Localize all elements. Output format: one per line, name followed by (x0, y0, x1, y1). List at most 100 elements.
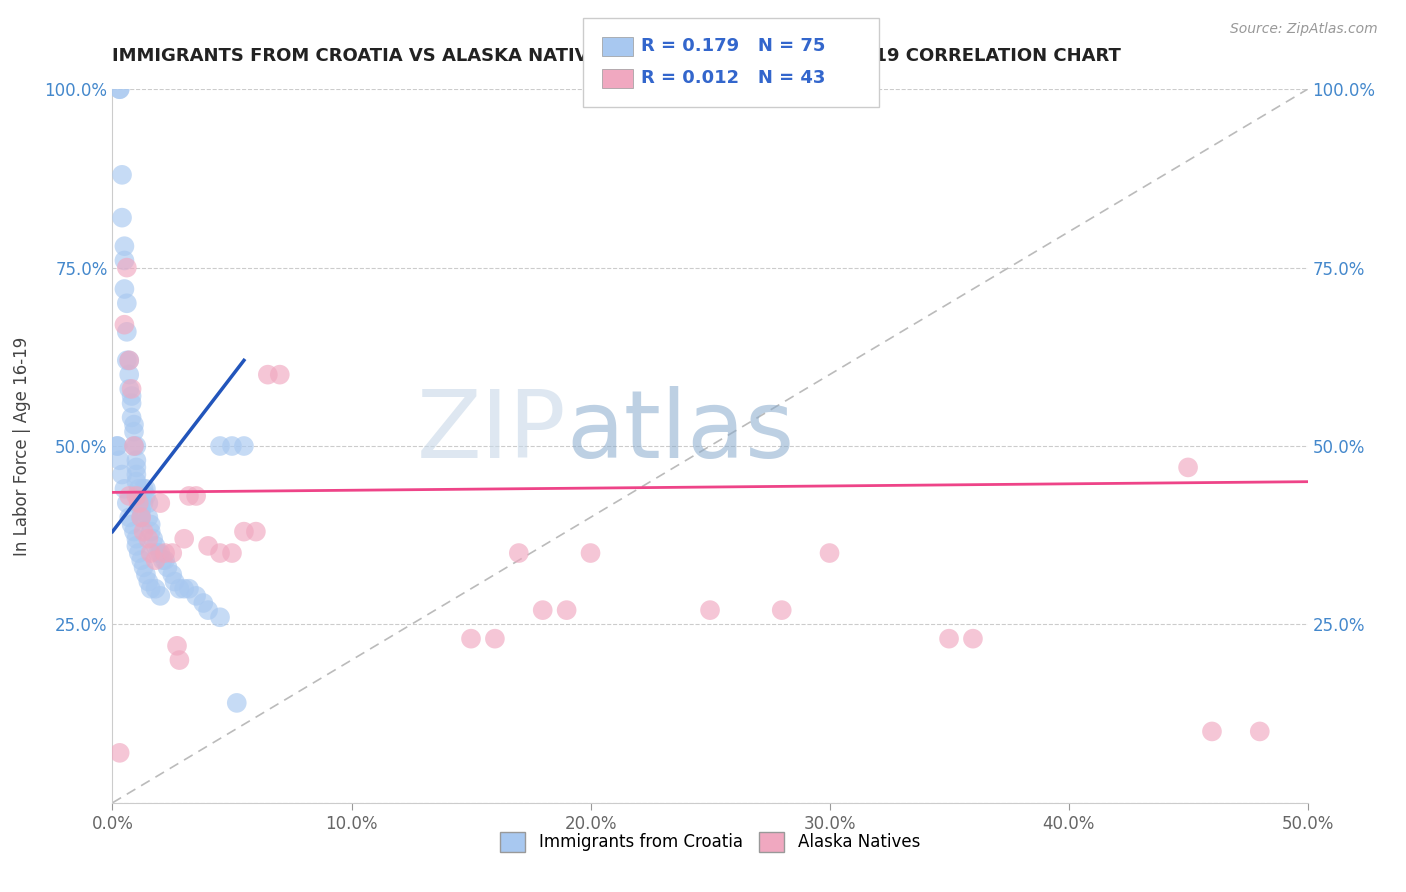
Point (118, 353, 141, 368)
Point (460, 632, 482, 646)
Point (118, 382, 141, 396)
Point (169, 653, 191, 667)
Point (118, 368, 141, 382)
Point (221, 546, 243, 560)
Point (132, 560, 155, 574)
Point (139, 524, 162, 539)
Point (138, 510, 160, 524)
Point (105, 439, 128, 453)
Point (138, 532, 160, 546)
Point (221, 439, 243, 453)
Point (122, 425, 145, 439)
Point (1201, 724, 1223, 739)
Point (118, 489, 141, 503)
Point (193, 596, 215, 610)
Point (122, 439, 145, 453)
Point (531, 603, 554, 617)
Point (121, 382, 143, 396)
Point (128, 482, 150, 496)
Point (122, 439, 145, 453)
Point (121, 410, 143, 425)
Point (125, 439, 148, 453)
Point (111, 467, 134, 482)
Point (209, 610, 232, 624)
Text: R = 0.179   N = 75: R = 0.179 N = 75 (641, 37, 825, 55)
Point (115, 353, 138, 368)
Point (132, 524, 155, 539)
Point (245, 524, 267, 539)
Text: atlas: atlas (567, 385, 794, 478)
Point (156, 560, 179, 574)
Point (115, 260, 138, 275)
Point (115, 325, 138, 339)
Point (197, 603, 219, 617)
Y-axis label: In Labor Force | Age 16-19: In Labor Force | Age 16-19 (13, 336, 31, 556)
Point (152, 553, 174, 567)
Point (121, 389, 143, 403)
Point (508, 546, 530, 560)
Point (129, 496, 152, 510)
Point (125, 475, 148, 489)
Text: R = 0.012   N = 43: R = 0.012 N = 43 (641, 70, 825, 87)
Point (125, 453, 148, 467)
Point (128, 546, 150, 560)
Point (162, 546, 183, 560)
Point (146, 546, 169, 560)
Point (173, 582, 195, 596)
Point (139, 582, 162, 596)
Point (770, 603, 793, 617)
Point (122, 524, 145, 539)
Point (149, 546, 172, 560)
Point (962, 632, 984, 646)
Point (129, 503, 152, 517)
Point (135, 567, 157, 582)
Point (115, 496, 138, 510)
Point (269, 368, 291, 382)
Point (125, 539, 148, 553)
Point (149, 496, 172, 510)
Point (579, 546, 602, 560)
Point (1177, 460, 1199, 475)
Text: IMMIGRANTS FROM CROATIA VS ALASKA NATIVE IN LABOR FORCE | AGE 16-19 CORRELATION : IMMIGRANTS FROM CROATIA VS ALASKA NATIVE… (112, 47, 1122, 65)
Point (169, 582, 191, 596)
Point (122, 417, 145, 432)
Point (138, 574, 160, 589)
Point (1249, 724, 1271, 739)
Point (121, 517, 143, 532)
Point (209, 546, 232, 560)
Point (108, 746, 131, 760)
Point (108, 82, 131, 96)
Point (125, 460, 148, 475)
Point (139, 517, 162, 532)
Point (145, 582, 167, 596)
Point (225, 696, 247, 710)
Point (257, 368, 280, 382)
Point (114, 253, 135, 268)
Point (105, 439, 128, 453)
Text: Source: ZipAtlas.com: Source: ZipAtlas.com (1230, 22, 1378, 37)
Point (142, 532, 165, 546)
Point (153, 553, 176, 567)
Point (818, 546, 841, 560)
Point (114, 282, 135, 296)
Point (121, 396, 143, 410)
Point (186, 489, 208, 503)
Text: ZIP: ZIP (418, 385, 567, 478)
Point (162, 567, 183, 582)
Point (186, 589, 208, 603)
Point (118, 353, 141, 368)
Point (115, 296, 138, 310)
Point (153, 546, 176, 560)
Point (938, 632, 960, 646)
Point (129, 510, 152, 524)
Point (166, 639, 188, 653)
Point (118, 510, 141, 524)
Point (233, 524, 256, 539)
Point (145, 553, 167, 567)
Point (555, 603, 578, 617)
Point (177, 582, 200, 596)
Point (177, 489, 200, 503)
Point (484, 632, 506, 646)
Point (111, 211, 134, 225)
Point (128, 496, 150, 510)
